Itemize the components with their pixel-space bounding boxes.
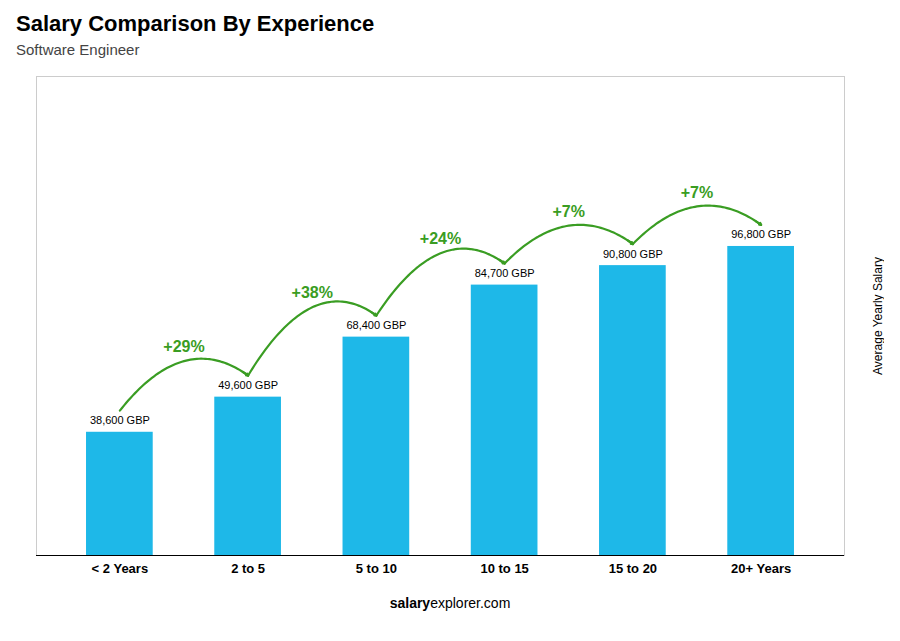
html-text:salary explorer.com: salary explorer.com (389, 595, 511, 611)
svg-text:+38%: +38% (292, 284, 333, 301)
svg-text:49,600 GBP: 49,600 GBP (218, 379, 278, 391)
svg-text:38,600 GBP: 38,600 GBP (90, 414, 150, 426)
svg-text:Average Yearly Salary: Average Yearly Salary (871, 257, 885, 375)
svg-text:10 to 15: 10 to 15 (480, 561, 528, 576)
svg-text:15 to 20: 15 to 20 (609, 561, 657, 576)
svg-text:68,400 GBP: 68,400 GBP (346, 319, 406, 331)
svg-text:+24%: +24% (420, 230, 461, 247)
svg-text:+29%: +29% (163, 338, 204, 355)
svg-text:96,800 GBP: 96,800 GBP (731, 228, 791, 240)
svg-text:+7%: +7% (681, 184, 713, 201)
svg-text:< 2 Years: < 2 Years (92, 561, 149, 576)
svg-text:20+ Years: 20+ Years (731, 561, 791, 576)
svg-text:84,700 GBP: 84,700 GBP (475, 267, 535, 279)
html-text:Software Engineer: Software Engineer (16, 41, 140, 58)
svg-text:5 to 10: 5 to 10 (356, 561, 397, 576)
html-text:Salary Comparison By Experienc: Salary Comparison By Experience (16, 11, 375, 36)
svg-text:2 to 5: 2 to 5 (231, 561, 265, 576)
svg-text:90,800 GBP: 90,800 GBP (603, 248, 663, 260)
svg-text:+7%: +7% (553, 203, 585, 220)
